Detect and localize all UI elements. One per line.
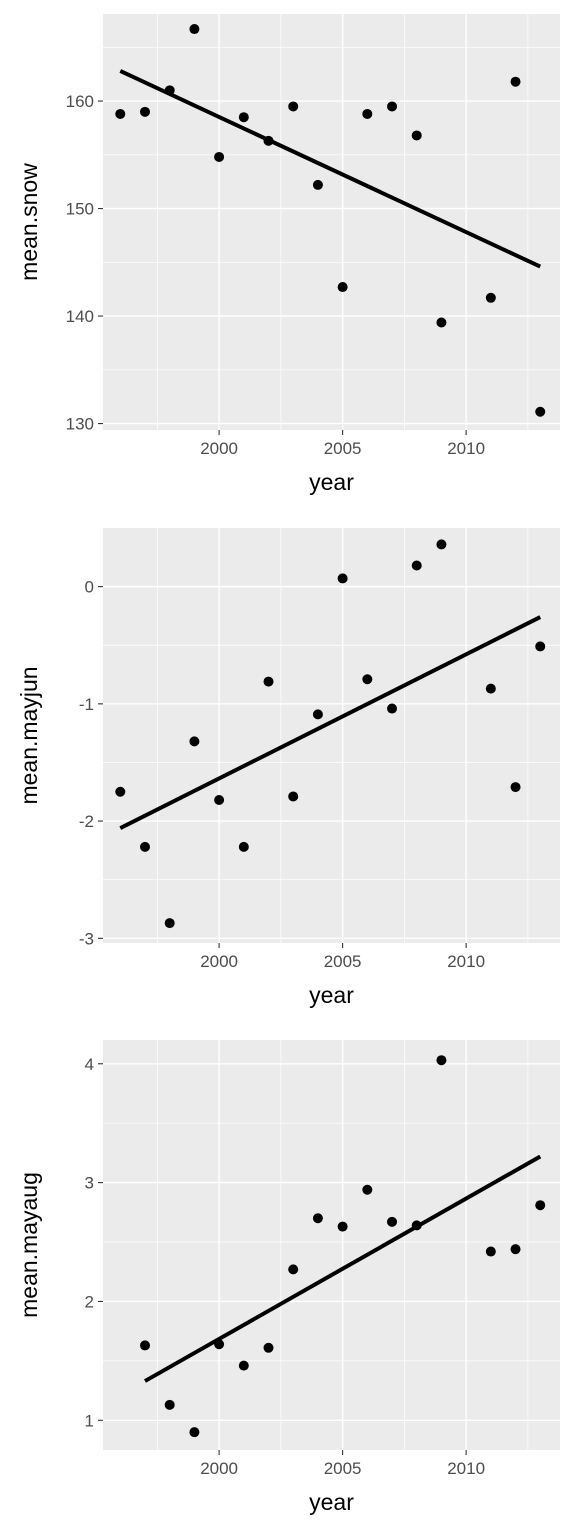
data-point [214, 1339, 225, 1350]
y-tick-label: -1 [79, 695, 94, 714]
data-point [436, 539, 447, 550]
data-point [510, 782, 521, 793]
plot-background [103, 1040, 560, 1450]
y-tick-label: 3 [85, 1174, 94, 1193]
data-point [337, 282, 348, 293]
data-point [387, 703, 398, 714]
data-point [510, 1244, 521, 1255]
data-point [535, 641, 546, 652]
x-tick-label: 2000 [200, 1459, 238, 1478]
y-tick-label: 130 [66, 415, 94, 434]
data-point [164, 85, 175, 96]
data-point [263, 135, 274, 146]
data-point [214, 151, 225, 162]
plot-background [103, 14, 560, 430]
data-point [214, 794, 225, 805]
plot-background [103, 528, 560, 943]
x-tick-label: 2005 [324, 1459, 362, 1478]
y-tick-label: 0 [85, 578, 94, 597]
data-point [312, 179, 323, 190]
x-tick-label: 2005 [324, 952, 362, 971]
data-point [362, 1184, 373, 1195]
y-axis-title: mean.mayjun [16, 666, 42, 804]
data-point [485, 1246, 496, 1257]
panel-1: 2000 2005 2010 130 140 150 160 year mean.snow [16, 14, 560, 495]
data-point [436, 317, 447, 328]
data-point [115, 786, 126, 797]
y-axis-title: mean.snow [16, 163, 42, 281]
x-tick-label: 2005 [324, 439, 362, 458]
data-point [535, 1200, 546, 1211]
regression-line [119, 615, 542, 830]
data-point [337, 1221, 348, 1232]
data-point [362, 674, 373, 685]
data-point [238, 841, 249, 852]
data-point [436, 1055, 447, 1066]
data-point [115, 108, 126, 119]
x-tick-label: 2000 [200, 952, 238, 971]
x-axis-title: year [309, 1489, 354, 1515]
data-point [164, 918, 175, 929]
data-point [164, 1399, 175, 1410]
regression-line [144, 1154, 542, 1383]
x-tick-label: 2010 [447, 952, 485, 971]
y-tick-label: 2 [85, 1292, 94, 1311]
data-point [238, 1360, 249, 1371]
data-point [288, 1264, 299, 1275]
x-tick-label: 2010 [447, 1459, 485, 1478]
data-point [263, 1342, 274, 1353]
data-point [387, 101, 398, 112]
data-point [485, 292, 496, 303]
data-point [411, 130, 422, 141]
data-point [189, 1427, 200, 1438]
y-tick-label: 160 [66, 92, 94, 111]
data-point [387, 1216, 398, 1227]
data-point [263, 676, 274, 687]
x-axis-title: year [309, 469, 354, 495]
data-point [189, 736, 200, 747]
data-point [411, 560, 422, 571]
data-point [139, 1340, 150, 1351]
data-point [139, 106, 150, 117]
data-point [485, 683, 496, 694]
y-tick-label: 140 [66, 307, 94, 326]
x-tick-label: 2010 [447, 439, 485, 458]
data-point [337, 573, 348, 584]
panel-3: 2000 2005 2010 1 2 3 4 year mean.mayaug [16, 1040, 560, 1515]
data-point [312, 1213, 323, 1224]
x-tick-label: 2000 [200, 439, 238, 458]
data-point [312, 709, 323, 720]
data-point [362, 108, 373, 119]
data-point [288, 791, 299, 802]
data-point [288, 101, 299, 112]
y-tick-label: 4 [85, 1055, 94, 1074]
data-point [238, 112, 249, 123]
data-point [189, 24, 200, 35]
y-tick-label: 150 [66, 200, 94, 219]
y-tick-label: -3 [79, 929, 94, 948]
panel-2: 2000 2005 2010 -3 -2 -1 0 year mean.mayjun [16, 528, 560, 1008]
y-tick-label: 1 [85, 1411, 94, 1430]
data-point [139, 841, 150, 852]
x-axis-title: year [309, 982, 354, 1008]
y-axis-title: mean.mayaug [16, 1172, 42, 1318]
data-point [510, 76, 521, 87]
data-point [411, 1220, 422, 1231]
regression-line [119, 69, 542, 269]
y-tick-label: -2 [79, 812, 94, 831]
data-point [535, 406, 546, 417]
